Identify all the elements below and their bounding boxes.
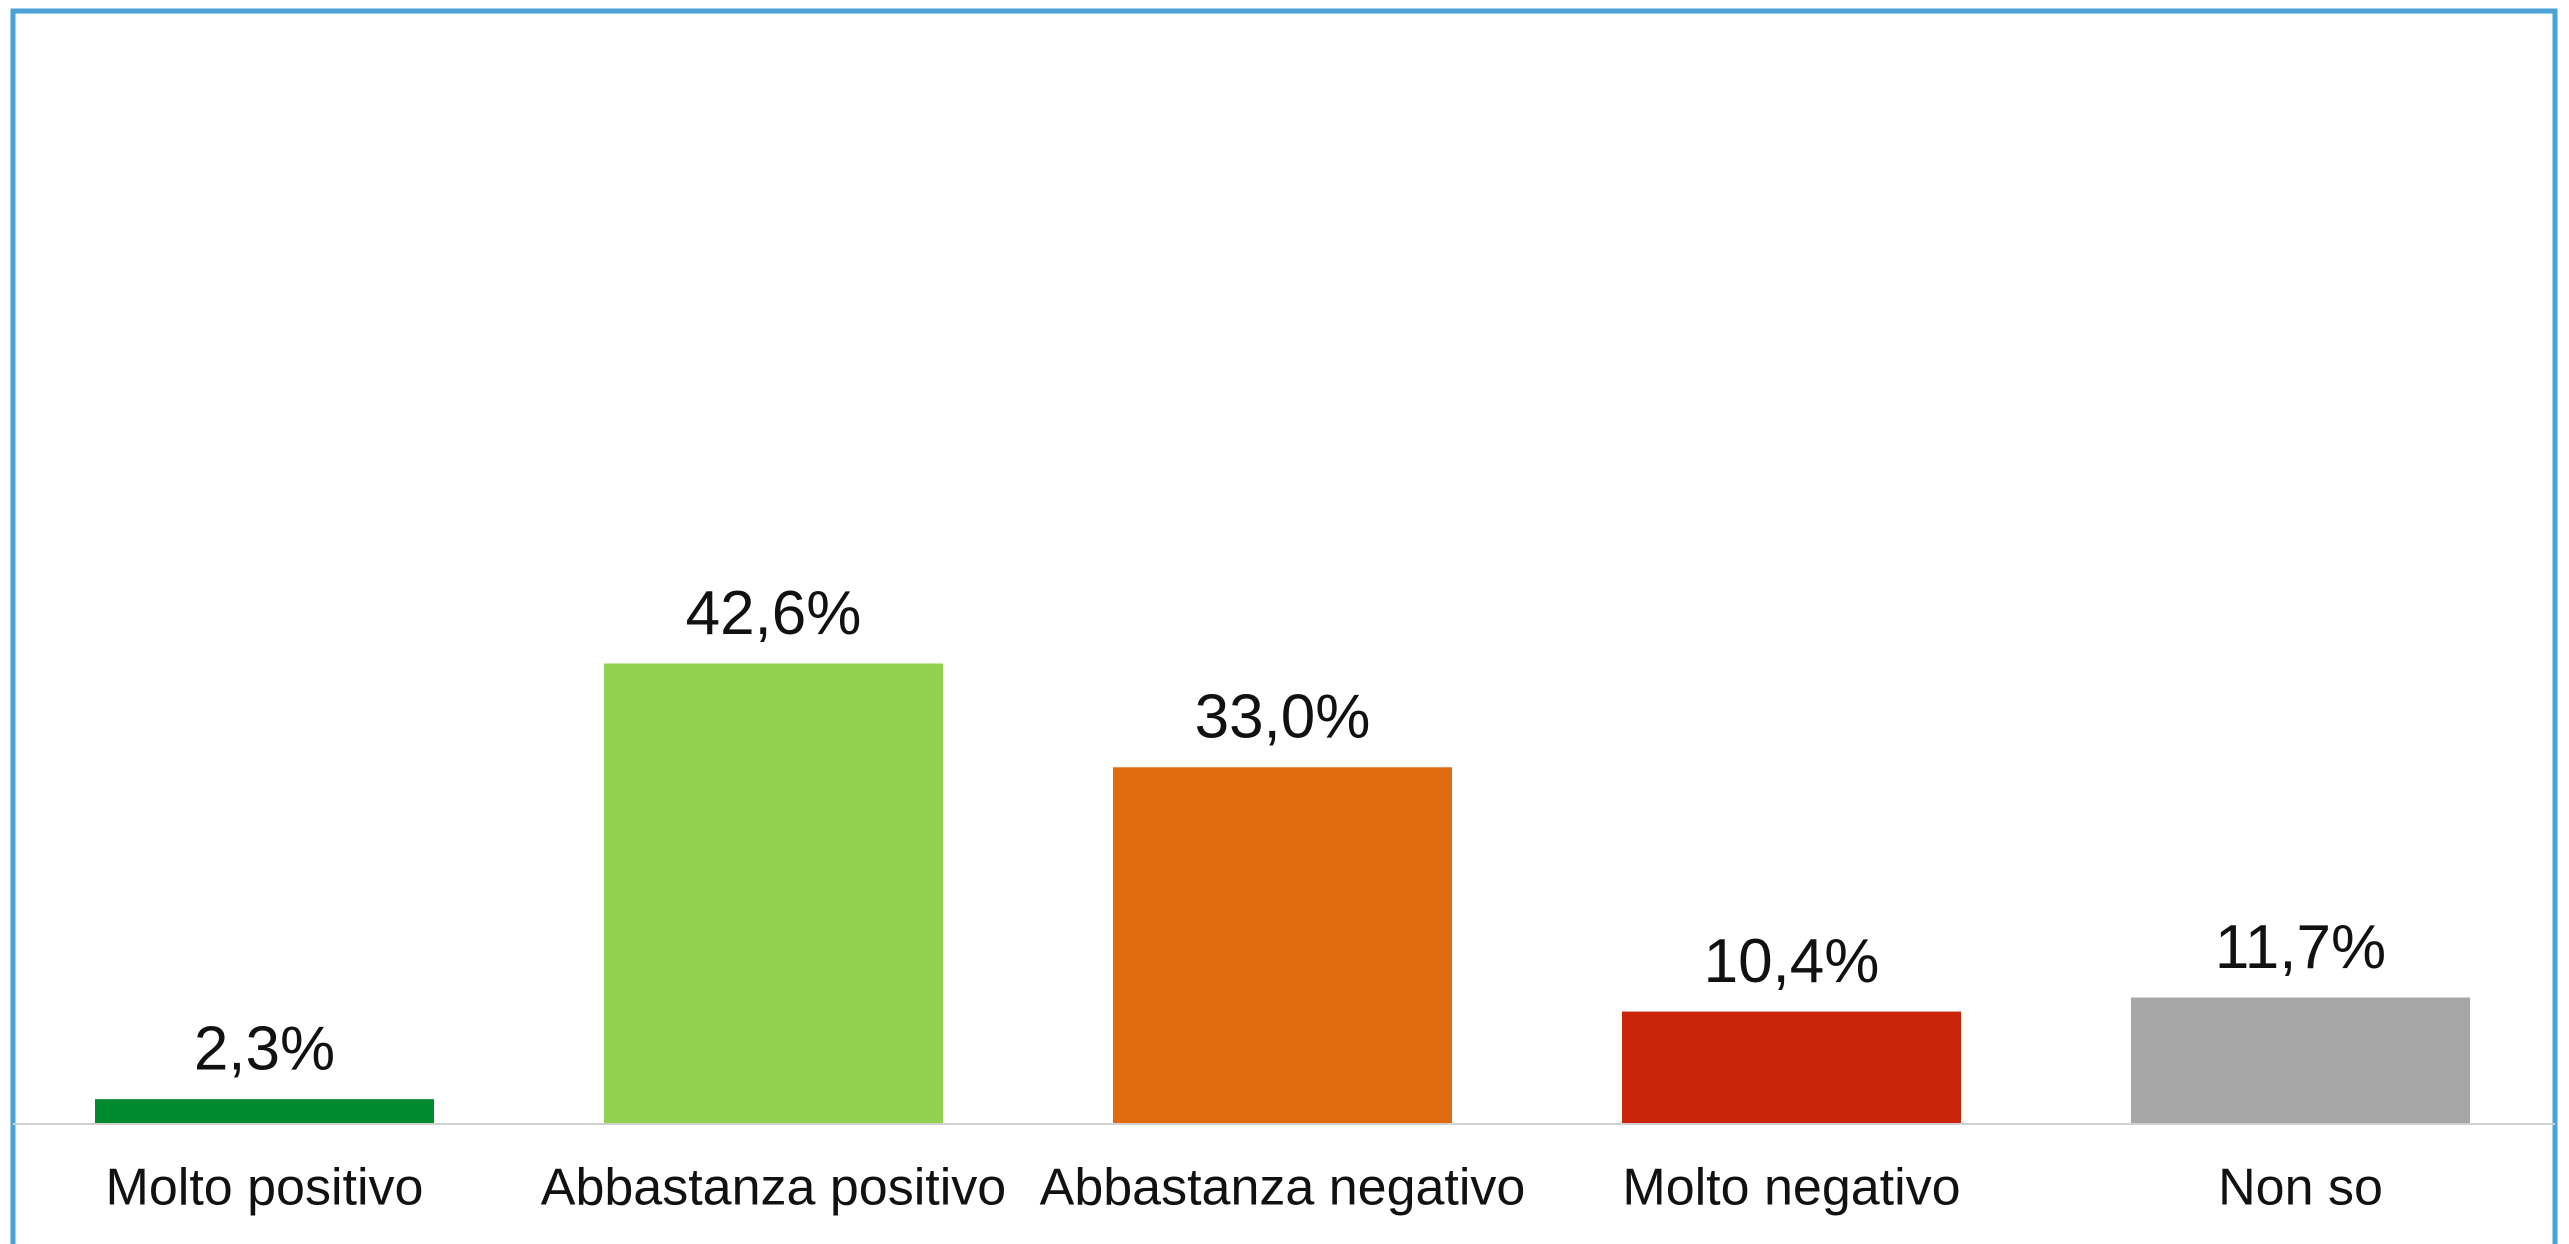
bar [2131,997,2470,1124]
value-label: 33,0% [1195,683,1371,752]
x-tick-label: Non so [2218,1159,2383,1217]
value-label: 10,4% [1704,927,1880,996]
value-label: 11,7% [2215,913,2386,982]
x-tick-label: Abbastanza negativo [1040,1159,1526,1217]
x-tick-label: Abbastanza positivo [541,1159,1006,1217]
x-tick-label: Molto negativo [1622,1159,1960,1217]
bar [604,663,943,1124]
bar [1113,767,1452,1124]
value-label: 42,6% [686,579,862,648]
bar [95,1099,434,1124]
frame [10,8,2558,1244]
x-tick-label: Molto positivo [106,1159,424,1217]
bar [1622,1011,1961,1124]
value-label: 2,3% [194,1015,335,1084]
